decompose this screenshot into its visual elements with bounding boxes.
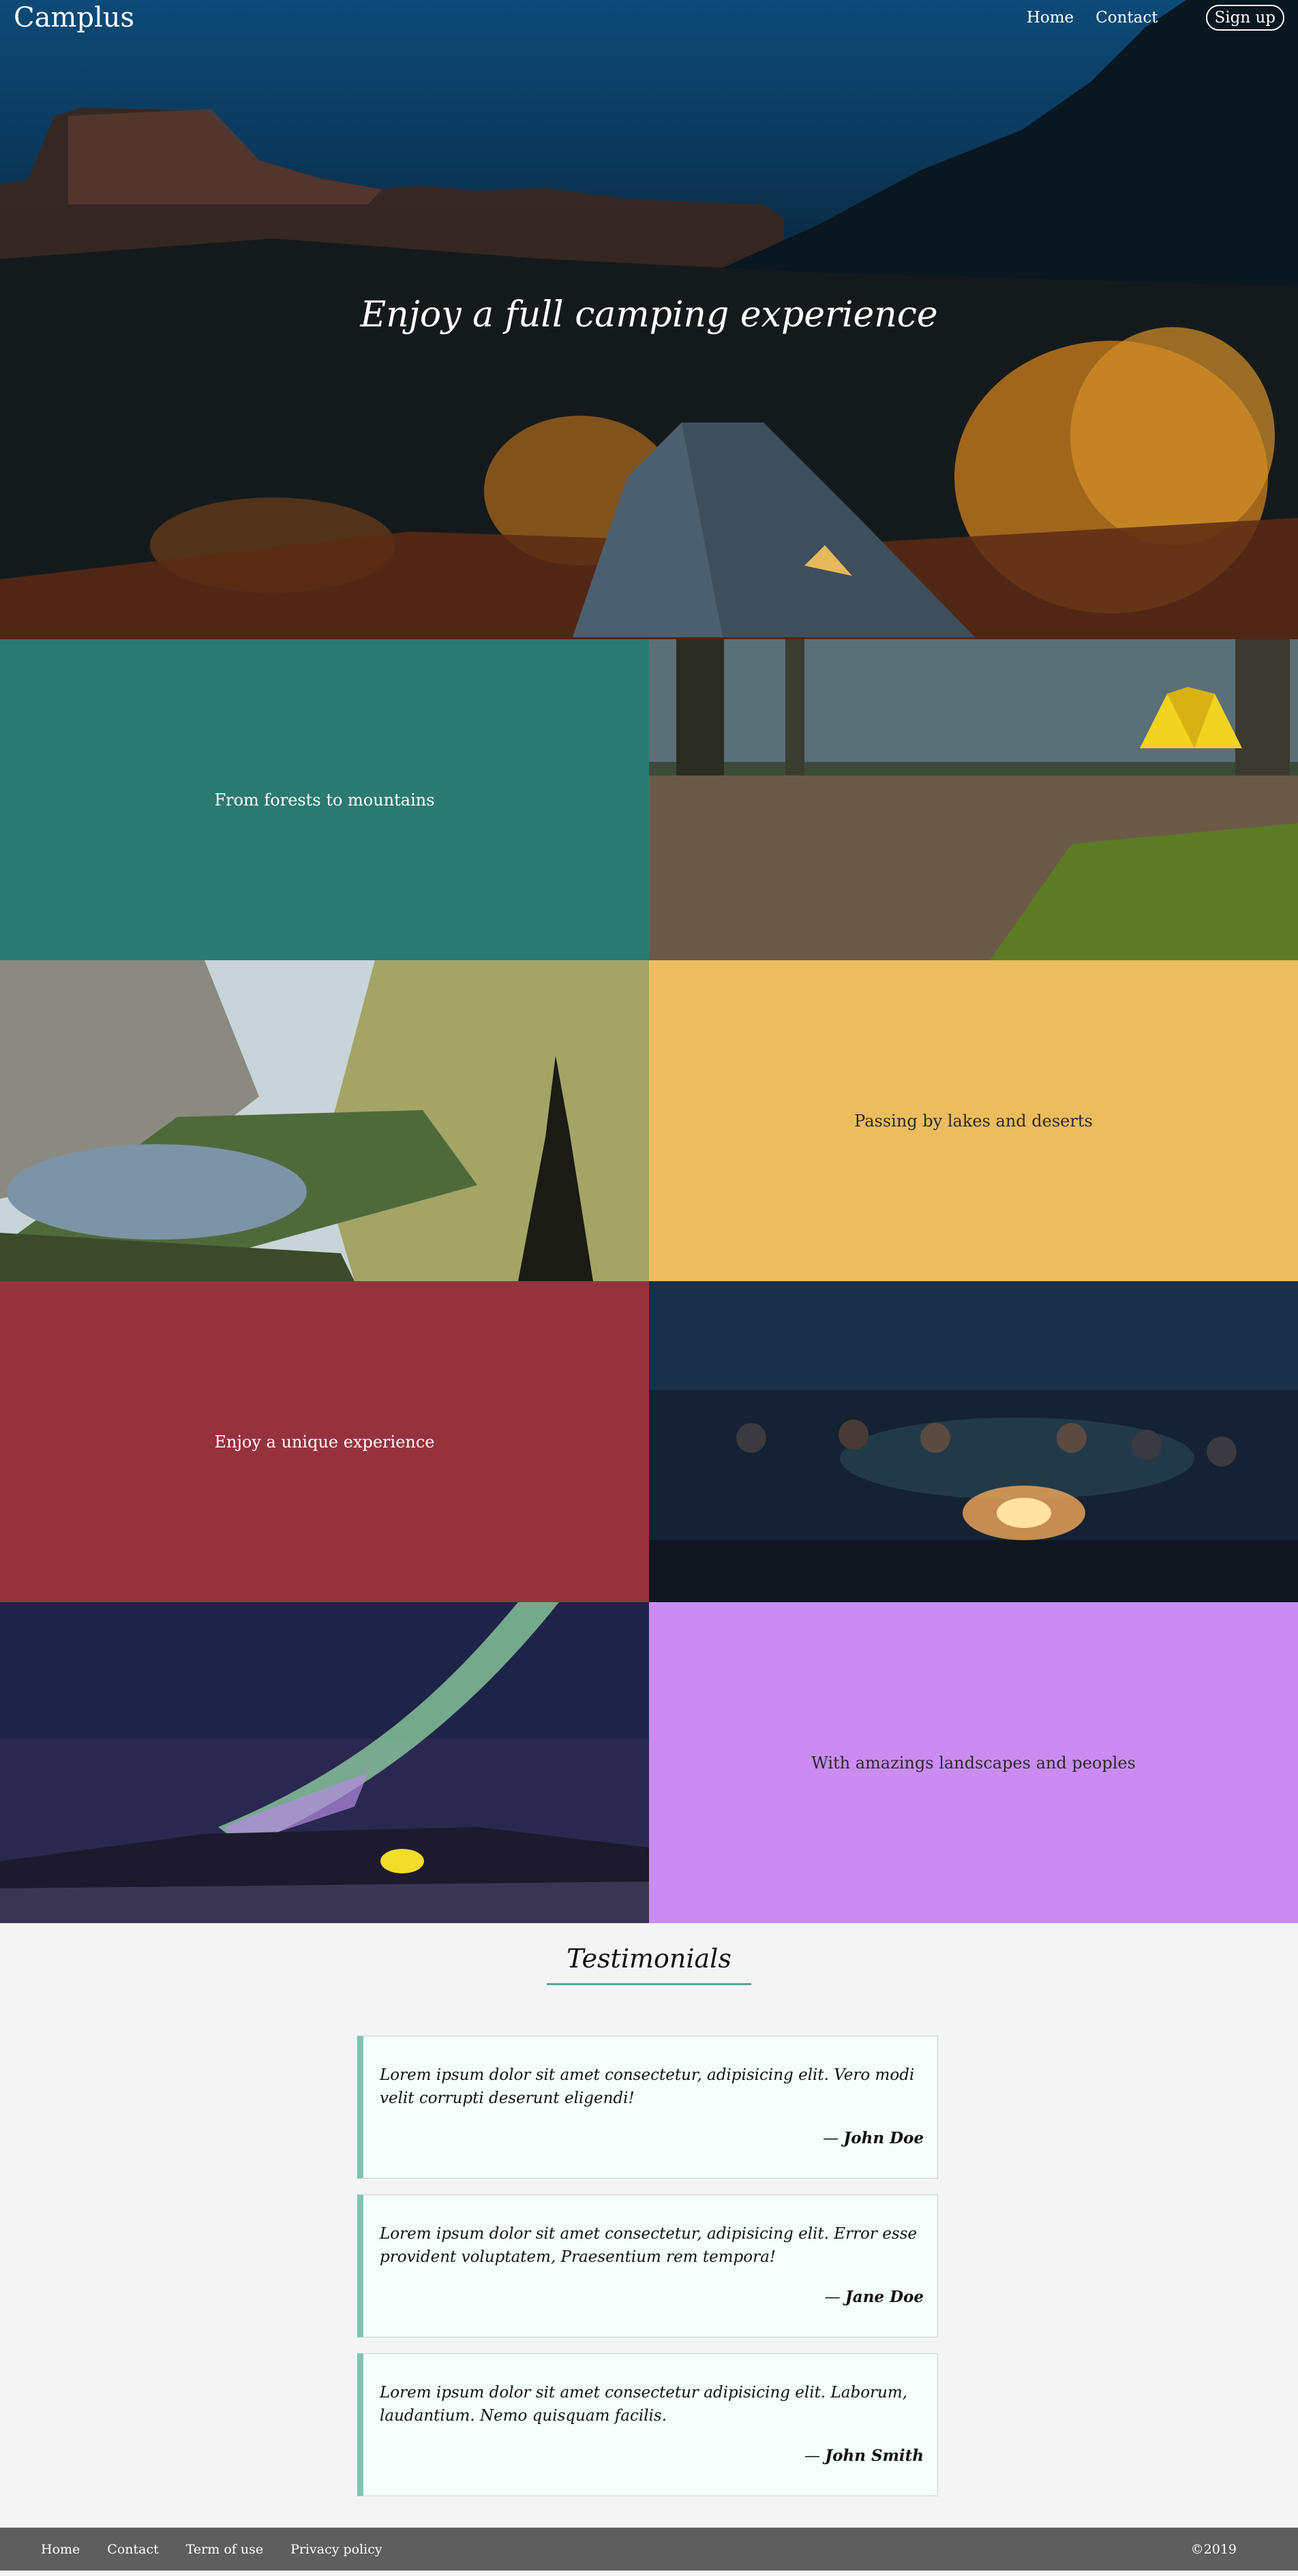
title-underline (547, 1983, 751, 1985)
author-name: John Smith (825, 2447, 924, 2465)
brand-logo[interactable]: Camplus (14, 2, 135, 33)
footer: Home Contact Term of use Privacy policy … (0, 2528, 1298, 2571)
footer-link-contact[interactable]: Contact (107, 2541, 159, 2557)
copyright: ©2019 (1190, 2541, 1237, 2557)
aurora-tent-photo (0, 1602, 649, 1923)
testimonial-text: Lorem ipsum dolor sit amet consectetur, … (380, 2066, 915, 2107)
feature-text-lakes: Passing by lakes and deserts (649, 960, 1298, 1281)
testimonial-text: Lorem ipsum dolor sit amet consectetur, … (380, 2225, 918, 2266)
nav-link-contact[interactable]: Contact (1096, 9, 1158, 27)
author-name: John Doe (843, 2129, 924, 2147)
testimonial-card: Lorem ipsum dolor sit amet consectetur, … (357, 2194, 938, 2337)
feature-text-landscapes: With amazings landscapes and peoples (649, 1602, 1298, 1923)
nav-links: Home Contact Sign up (1005, 5, 1284, 31)
footer-link-home[interactable]: Home (41, 2541, 80, 2557)
testimonial-card: Lorem ipsum dolor sit amet consectetur, … (357, 2036, 938, 2179)
feature-grid: From forests to mountains Passing by lak… (0, 639, 1298, 1923)
hero-camping-photo (0, 0, 1298, 639)
testimonial-text: Lorem ipsum dolor sit amet consectetur a… (380, 2384, 907, 2425)
nav-link-home[interactable]: Home (1026, 9, 1074, 27)
hero-title: Enjoy a full camping experience (360, 294, 938, 335)
forest-tent-photo (649, 639, 1298, 960)
testimonial-card: Lorem ipsum dolor sit amet consectetur a… (357, 2353, 938, 2496)
feature-text-experience: Enjoy a unique experience (0, 1281, 649, 1602)
footer-link-privacy[interactable]: Privacy policy (290, 2541, 382, 2557)
mountain-lake-photo (0, 960, 649, 1281)
signup-button[interactable]: Sign up (1205, 5, 1284, 31)
footer-link-terms[interactable]: Term of use (185, 2541, 264, 2557)
testimonials-section: Testimonials Lorem ipsum dolor sit amet … (0, 1923, 1298, 2528)
testimonial-author: — John Smith (804, 2447, 924, 2465)
campfire-night-photo (649, 1281, 1298, 1602)
testimonials-title: Testimonials (567, 1944, 731, 1974)
feature-text-forests: From forests to mountains (0, 639, 649, 960)
testimonial-author: — John Doe (823, 2129, 924, 2147)
author-name: Jane Doe (845, 2288, 924, 2306)
testimonial-author: — Jane Doe (824, 2288, 924, 2306)
hero-section: Camplus Home Contact Sign up Enjoy a ful… (0, 0, 1298, 639)
top-nav: Camplus Home Contact Sign up (0, 0, 1298, 35)
